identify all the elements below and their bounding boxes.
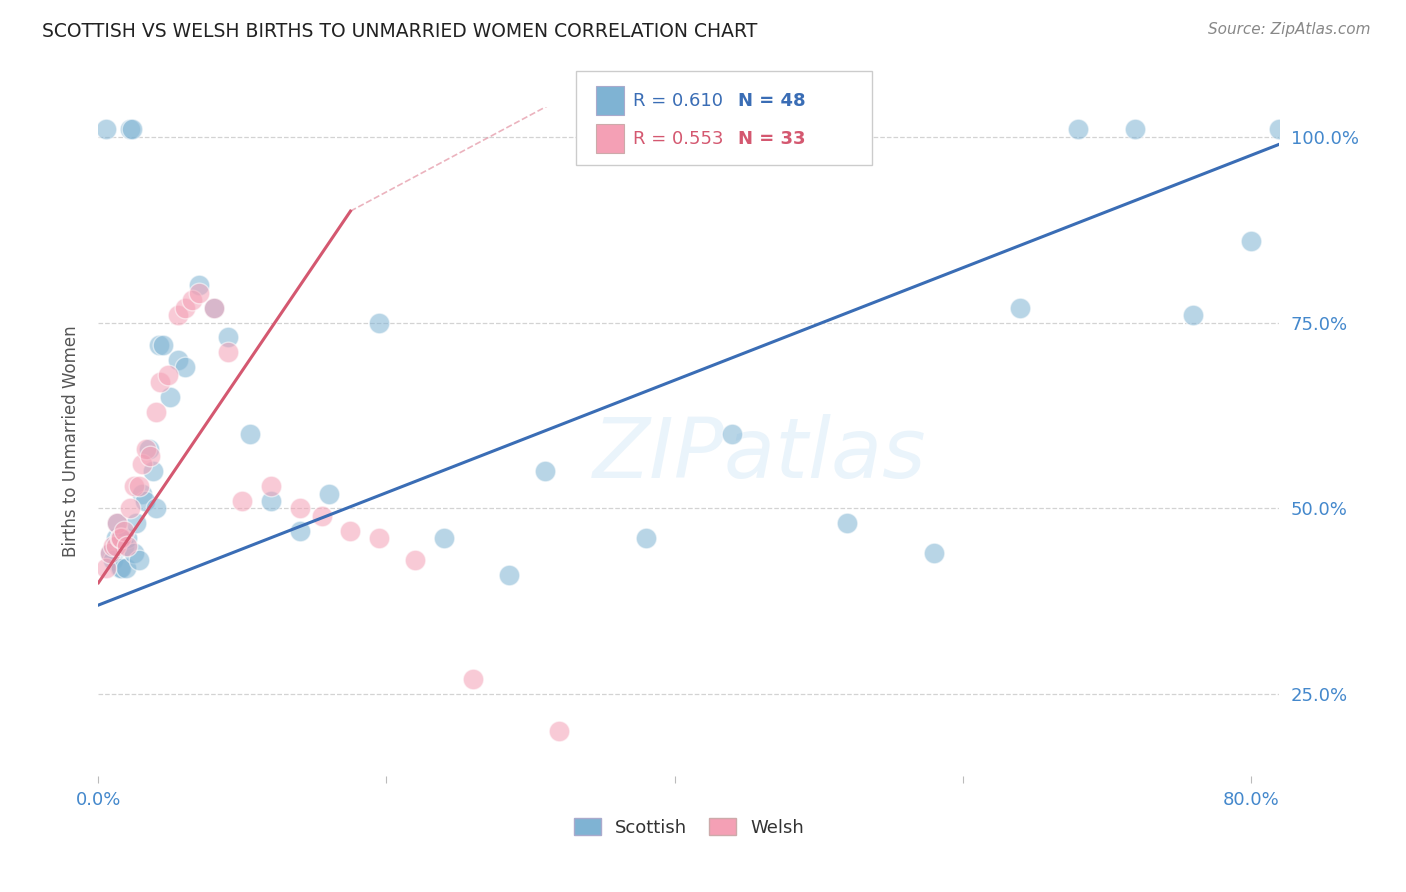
Welsh xyxy=(149,375,172,389)
Welsh xyxy=(231,494,253,508)
Scottish xyxy=(94,122,117,136)
Scottish xyxy=(288,524,311,538)
Scottish xyxy=(318,486,340,500)
Scottish xyxy=(188,278,211,293)
Text: ZIPatlas: ZIPatlas xyxy=(593,415,927,495)
Scottish xyxy=(104,531,127,545)
Welsh xyxy=(288,501,311,516)
Scottish xyxy=(534,464,557,478)
Welsh xyxy=(139,450,162,464)
Scottish xyxy=(1125,122,1147,136)
Welsh xyxy=(105,516,128,531)
Scottish xyxy=(112,539,135,553)
Scottish xyxy=(922,546,945,560)
Scottish xyxy=(110,561,132,575)
Scottish xyxy=(105,516,128,531)
Welsh xyxy=(135,442,157,456)
Scottish xyxy=(202,301,225,315)
Scottish xyxy=(721,427,744,442)
Scottish xyxy=(1182,308,1205,322)
Welsh xyxy=(131,457,153,471)
Text: N = 33: N = 33 xyxy=(738,129,806,148)
Welsh xyxy=(98,546,121,560)
Text: R = 0.553: R = 0.553 xyxy=(633,129,723,148)
Scottish xyxy=(837,516,859,531)
Scottish xyxy=(124,546,146,560)
Legend: Scottish, Welsh: Scottish, Welsh xyxy=(567,811,811,844)
Scottish xyxy=(142,464,165,478)
Scottish xyxy=(125,516,148,531)
Scottish xyxy=(148,338,170,352)
Text: N = 48: N = 48 xyxy=(738,92,806,110)
Welsh xyxy=(548,724,571,739)
Scottish xyxy=(120,122,142,136)
Text: SCOTTISH VS WELSH BIRTHS TO UNMARRIED WOMEN CORRELATION CHART: SCOTTISH VS WELSH BIRTHS TO UNMARRIED WO… xyxy=(42,22,758,41)
Scottish xyxy=(217,330,239,344)
Scottish xyxy=(115,531,138,545)
Scottish xyxy=(1268,122,1291,136)
Scottish xyxy=(433,531,456,545)
Scottish xyxy=(634,531,657,545)
Welsh xyxy=(101,539,124,553)
Welsh xyxy=(311,508,333,523)
Welsh xyxy=(94,561,117,575)
Text: Source: ZipAtlas.com: Source: ZipAtlas.com xyxy=(1208,22,1371,37)
Welsh xyxy=(166,308,188,322)
Text: R = 0.610: R = 0.610 xyxy=(633,92,723,110)
Welsh xyxy=(173,301,195,315)
Welsh xyxy=(339,524,361,538)
Welsh xyxy=(404,553,426,567)
Welsh xyxy=(120,501,142,516)
Scottish xyxy=(166,352,188,367)
Welsh xyxy=(368,531,391,545)
Welsh xyxy=(110,531,132,545)
Scottish xyxy=(173,360,195,375)
Welsh xyxy=(128,479,150,493)
Scottish xyxy=(239,427,262,442)
Scottish xyxy=(114,561,136,575)
Welsh xyxy=(124,479,146,493)
Scottish xyxy=(98,546,121,560)
Welsh xyxy=(260,479,283,493)
Scottish xyxy=(128,553,150,567)
Scottish xyxy=(1067,122,1090,136)
Welsh xyxy=(217,345,239,359)
Welsh xyxy=(188,285,211,300)
Scottish xyxy=(101,553,124,567)
Scottish xyxy=(108,561,131,575)
Scottish xyxy=(131,486,153,500)
Scottish xyxy=(121,122,143,136)
Scottish xyxy=(145,501,167,516)
Welsh xyxy=(108,531,131,545)
Scottish xyxy=(498,568,520,582)
Scottish xyxy=(108,531,131,545)
Scottish xyxy=(1010,301,1032,315)
Scottish xyxy=(1240,234,1263,248)
Welsh xyxy=(181,293,204,308)
Scottish xyxy=(152,338,174,352)
Welsh xyxy=(112,524,135,538)
Welsh xyxy=(104,539,127,553)
Welsh xyxy=(461,673,484,687)
Scottish xyxy=(111,531,134,545)
Welsh xyxy=(202,301,225,315)
Welsh xyxy=(156,368,179,382)
Scottish xyxy=(134,494,156,508)
Scottish xyxy=(260,494,283,508)
Y-axis label: Births to Unmarried Women: Births to Unmarried Women xyxy=(62,326,80,558)
Scottish xyxy=(138,442,160,456)
Welsh xyxy=(145,405,167,419)
Scottish xyxy=(368,316,391,330)
Welsh xyxy=(115,539,138,553)
Scottish xyxy=(159,390,181,404)
